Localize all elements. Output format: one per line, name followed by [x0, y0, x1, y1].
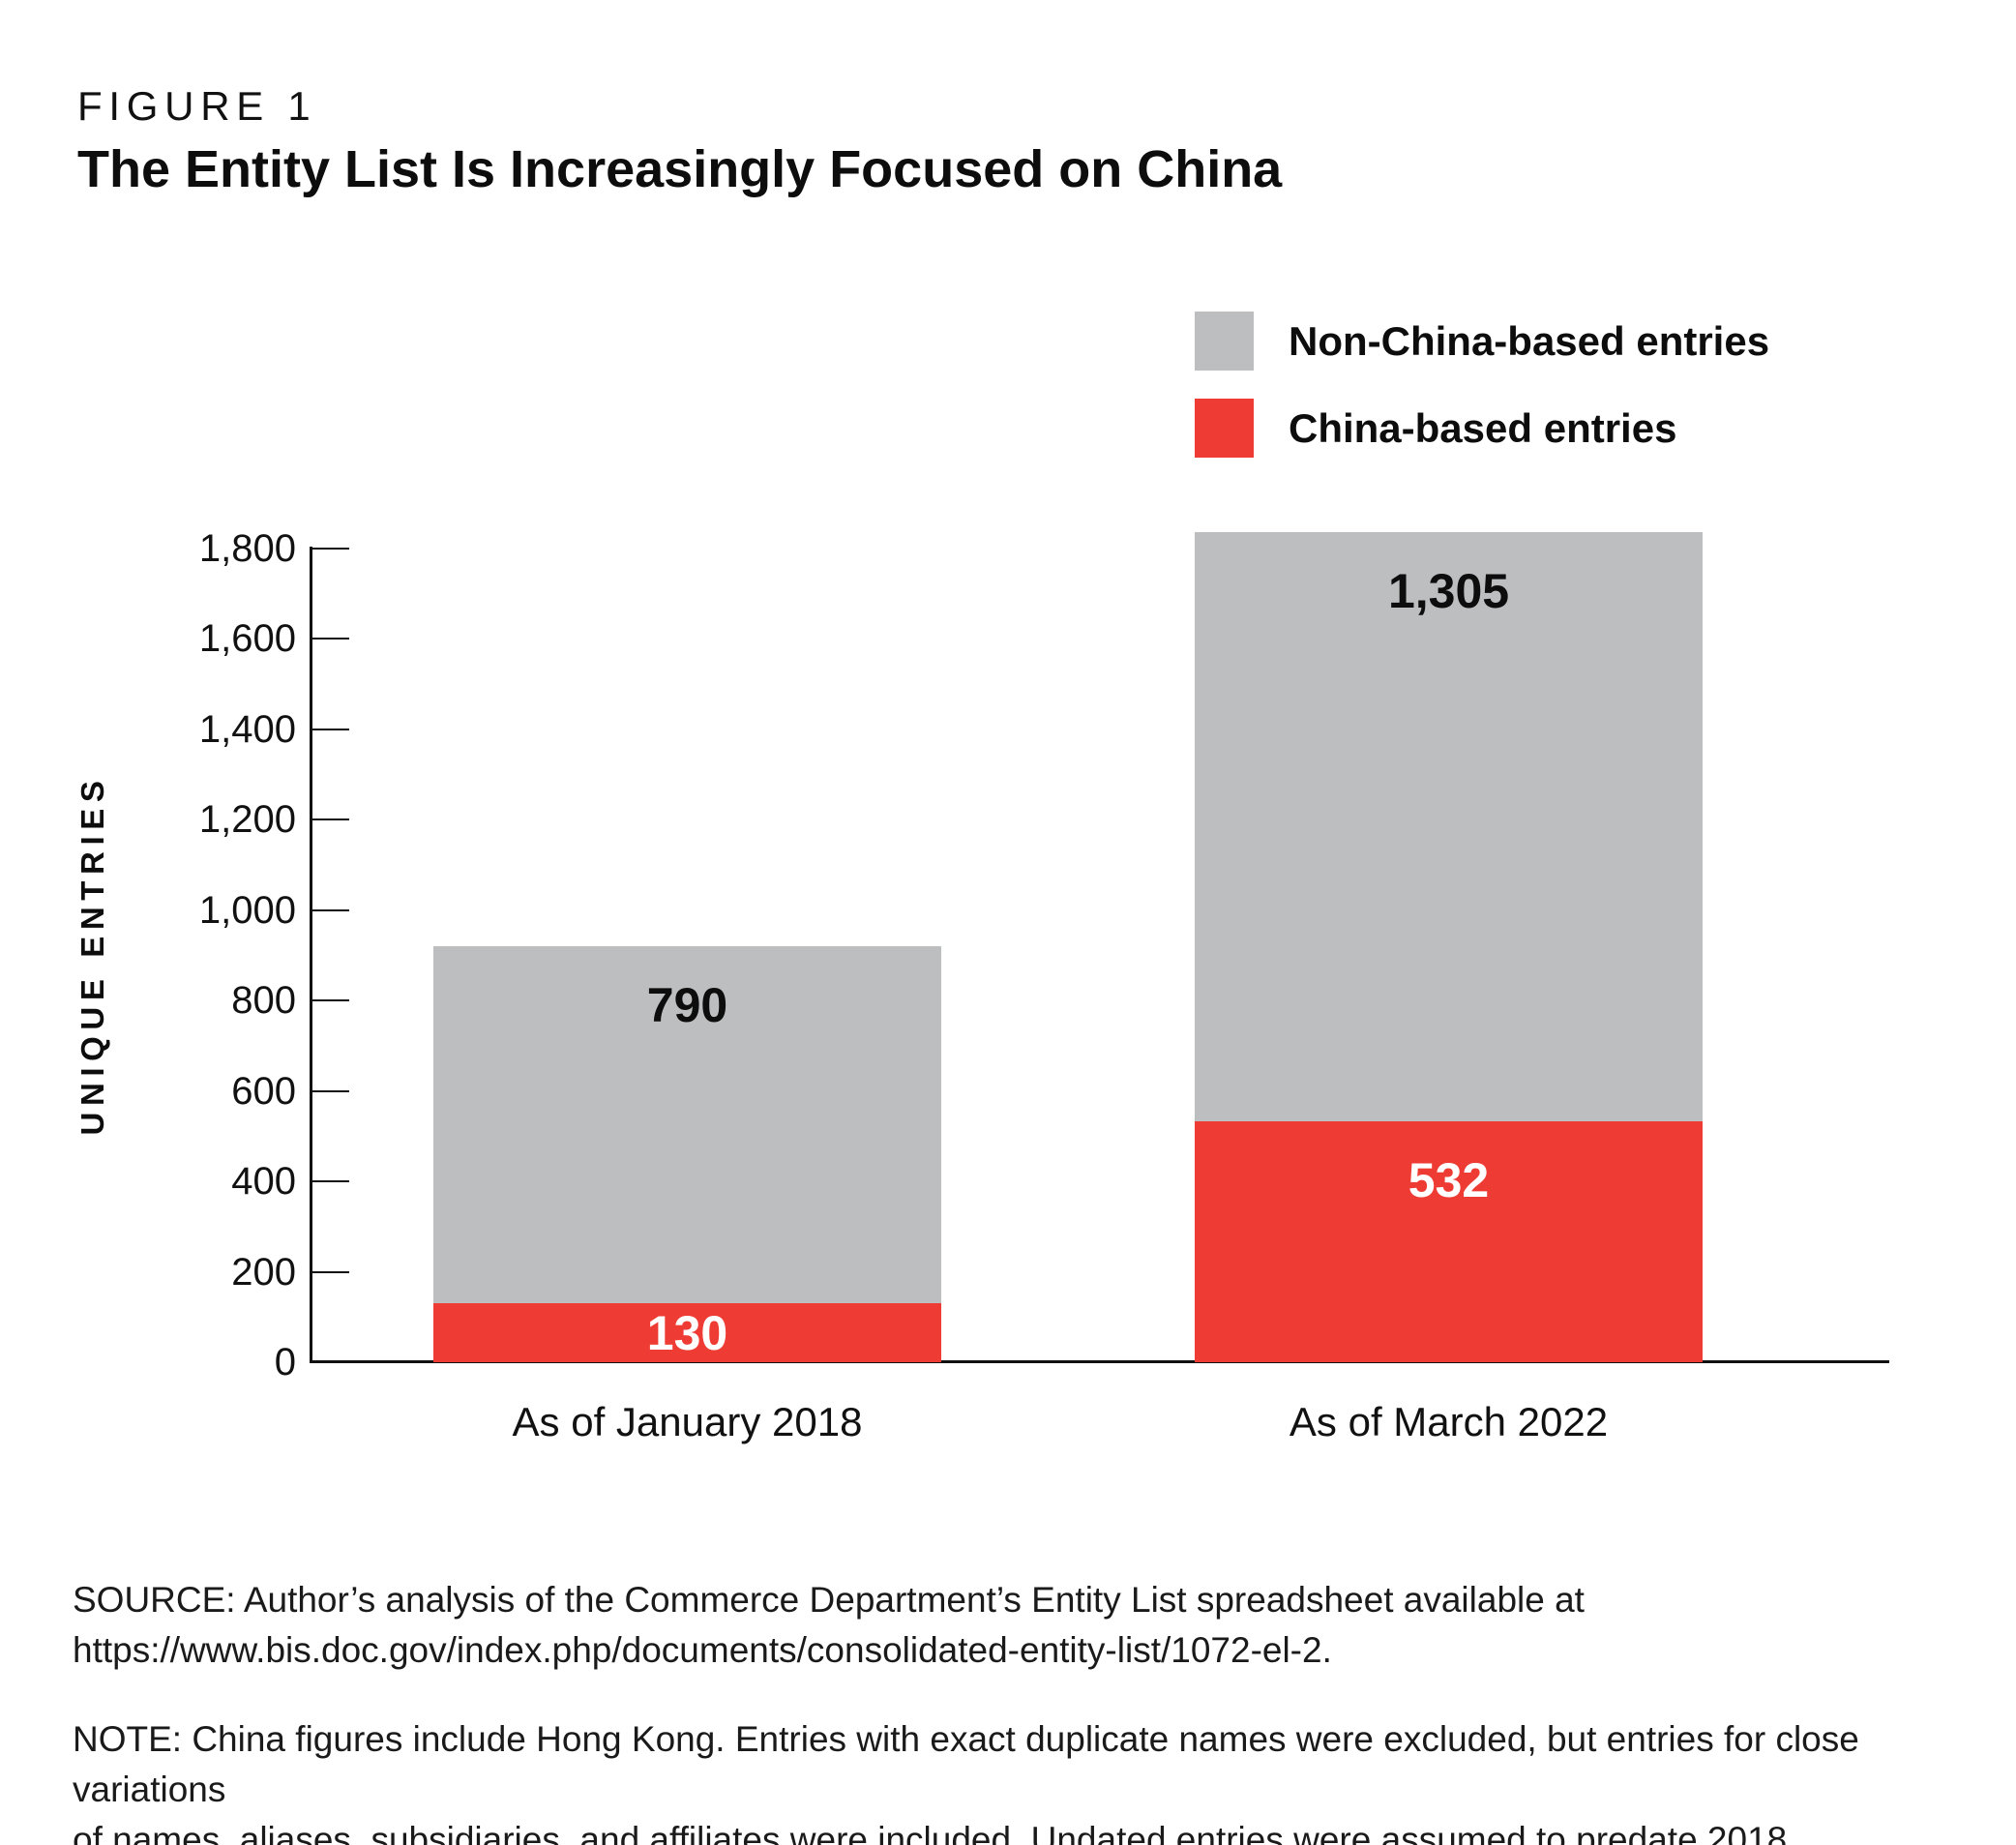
y-axis-tick-label: 800 [231, 979, 296, 1023]
legend-label: China-based entries [1289, 404, 1677, 451]
bar-value-label: 130 [646, 1305, 728, 1360]
y-axis-tick-label: 1,600 [198, 617, 296, 661]
y-axis-tick-label: 400 [231, 1160, 296, 1204]
source-line-1: SOURCE: Author’s analysis of the Commerc… [73, 1580, 1585, 1620]
china-swatch-icon [1195, 399, 1254, 458]
y-axis-tick-label: 1,400 [198, 707, 296, 751]
y-axis-tick [312, 728, 349, 730]
figure-label: FIGURE 1 [77, 83, 317, 129]
bar-segment-china [1195, 1121, 1703, 1362]
y-axis-tick [312, 1089, 349, 1092]
source-text: SOURCE: Author’s analysis of the Commerc… [73, 1575, 1969, 1676]
y-axis-tick-label: 1,800 [198, 527, 296, 570]
note-text: NOTE: China figures include Hong Kong. E… [73, 1714, 1969, 1845]
figure-title: The Entity List Is Increasingly Focused … [77, 140, 1283, 198]
non-china-swatch-icon [1195, 312, 1254, 371]
y-axis-tick [312, 548, 349, 550]
note-line-2: of names, aliases, subsidiaries, and aff… [73, 1820, 1797, 1845]
source-line-2: https://www.bis.doc.gov/index.php/docume… [73, 1630, 1332, 1670]
y-axis-line [310, 547, 312, 1363]
y-axis-tick-label: 1,200 [198, 798, 296, 842]
bar-value-label: 1,305 [1387, 563, 1510, 618]
y-axis-tick [312, 818, 349, 821]
y-axis-tick [312, 638, 349, 640]
bar-segment-non-china [433, 946, 941, 1304]
x-category-label: As of January 2018 [512, 1399, 863, 1444]
y-axis-tick-label: 600 [231, 1069, 296, 1113]
y-axis-tick [312, 1270, 349, 1273]
x-axis-line [310, 1360, 1889, 1363]
y-axis-tick [312, 908, 349, 911]
y-axis-tick [312, 1180, 349, 1183]
note-line-1: NOTE: China figures include Hong Kong. E… [73, 1719, 1859, 1809]
y-axis-tick-label: 1,000 [198, 888, 296, 932]
y-axis-tick [312, 999, 349, 1002]
x-category-label: As of March 2022 [1289, 1399, 1609, 1444]
bar-value-label: 790 [646, 978, 728, 1033]
bar-segment-china [433, 1303, 941, 1362]
legend-label: Non-China-based entries [1289, 317, 1770, 364]
y-axis-tick-label: 200 [231, 1250, 296, 1294]
y-axis-tick-label: 0 [274, 1341, 296, 1384]
bar-segment-non-china [1195, 531, 1703, 1122]
bar-value-label: 532 [1408, 1153, 1490, 1208]
